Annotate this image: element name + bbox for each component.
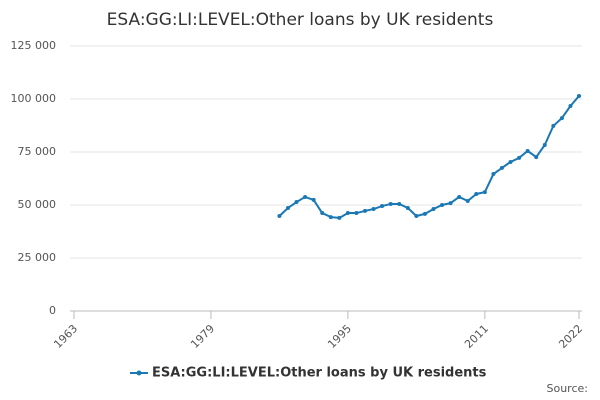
point	[448, 201, 453, 206]
x-tick-label: 1963	[51, 322, 80, 351]
point	[517, 155, 522, 160]
point	[482, 190, 487, 195]
point	[303, 194, 308, 199]
point	[294, 200, 299, 205]
point	[534, 155, 539, 160]
point	[465, 198, 470, 203]
source: Source:	[547, 382, 589, 395]
point	[397, 201, 402, 206]
x-tick-label: 1995	[325, 322, 354, 351]
point	[363, 208, 368, 213]
point	[551, 123, 556, 128]
point	[311, 197, 316, 202]
point	[499, 165, 504, 170]
y-tick-label: 25 000	[18, 251, 57, 264]
point	[474, 191, 479, 196]
point	[491, 172, 496, 177]
y-tick-label: 100 000	[11, 92, 57, 105]
y-tick-label: 75 000	[18, 145, 57, 158]
point	[568, 103, 573, 108]
y-tick-label: 0	[49, 304, 56, 317]
x-tick-label: 2011	[462, 322, 491, 351]
point	[577, 94, 581, 99]
point	[405, 205, 410, 210]
point	[285, 205, 290, 210]
point	[345, 211, 350, 216]
point	[431, 207, 436, 212]
point	[328, 215, 333, 220]
point	[388, 201, 393, 206]
x-tick-label: 2022	[556, 322, 585, 351]
point	[414, 214, 419, 219]
point	[440, 203, 445, 207]
y-tick-label: 50 000	[18, 198, 57, 211]
line	[278, 95, 580, 219]
legend-marker	[136, 370, 142, 376]
point	[277, 214, 282, 219]
point	[337, 215, 342, 220]
y-tick-label: 125 000	[11, 39, 57, 52]
x-tick-label: 1979	[188, 322, 217, 351]
point	[508, 159, 513, 164]
point	[422, 211, 427, 216]
point	[525, 148, 530, 153]
point	[371, 207, 376, 212]
point	[542, 143, 547, 148]
point	[559, 116, 564, 121]
point	[320, 211, 325, 216]
point	[354, 211, 359, 216]
point	[457, 194, 462, 199]
chart-title: ESA:GG:LI:LEVEL:Other loans by UK reside…	[107, 10, 494, 30]
legend-label: ESA:GG:LI:LEVEL:Other loans by UK reside…	[152, 366, 487, 381]
point	[380, 204, 385, 209]
